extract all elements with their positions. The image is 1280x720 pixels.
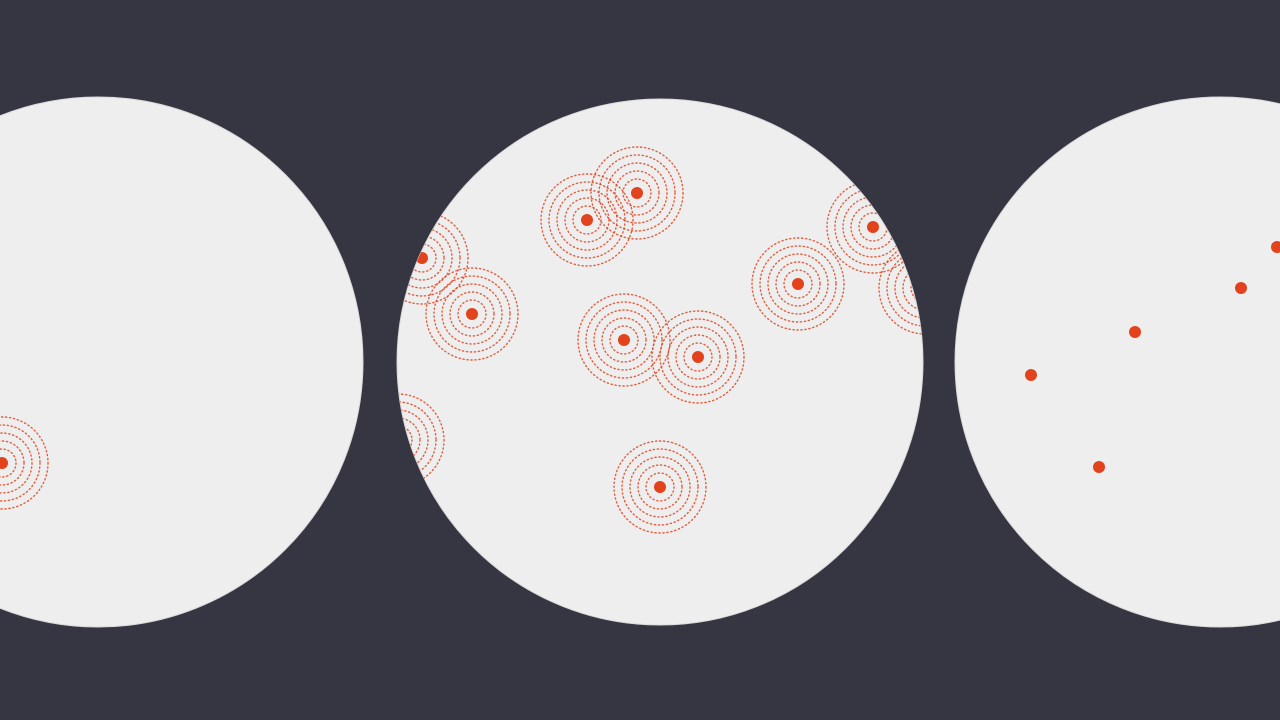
ripple-ring [441,283,503,345]
ripple-ring [622,178,652,208]
signal-source-dot-icon [1129,326,1141,338]
ripple-ring [593,309,655,371]
ripple-ring [759,245,837,323]
ripple-ring [397,417,421,463]
panel-right-marks [1025,241,1280,473]
signal-source-dot-icon [1235,282,1247,294]
ripple-ring [457,299,487,329]
ripple-rings-icon [0,416,49,510]
ripple-ring [0,424,41,502]
signal-source-dot-icon [1271,241,1280,253]
ripple-rings-icon [613,440,707,534]
ripple-ring [683,342,713,372]
ripple-ring [614,170,660,216]
ripple-ring [751,237,845,331]
ripple-ring [425,267,519,361]
signal-source-dot-icon [654,481,666,493]
signal-source-dot-icon [867,221,879,233]
signal-source-dot-icon [618,334,630,346]
ripple-ring [902,265,923,311]
ripple-ring [667,326,729,388]
ripple-ring [540,173,634,267]
ripple-ring [637,464,683,510]
signal-source-dot-icon [581,214,593,226]
ripple-ring [0,416,49,510]
signal-source-dot-icon [1093,461,1105,473]
panels-group [0,96,1280,628]
ripple-rings-icon [577,293,671,387]
ripple-rings-icon [590,146,684,240]
ripple-ring [645,472,675,502]
signal-source-dot-icon [466,308,478,320]
ripple-rings-icon [878,241,923,335]
ripple-rings-icon [751,237,845,331]
ripple-ring [775,261,821,307]
ripple-ring [577,293,671,387]
ripple-ring [0,432,33,494]
ripple-ring [621,448,699,526]
signal-source-dot-icon [631,187,643,199]
ripple-ring [397,219,461,297]
ripple-ring [601,317,647,363]
signal-source-dot-icon [692,351,704,363]
ripple-rings-icon [651,310,745,404]
panel-left-disc [0,96,364,628]
ripple-ring [675,334,721,380]
signal-source-dot-icon [792,278,804,290]
signal-source-dot-icon [1025,369,1037,381]
ripple-ring [590,146,684,240]
ripple-rings-icon [540,173,634,267]
ripple-ring [0,440,25,486]
signal-source-dot-icon [0,457,8,469]
panel-center-marks [397,146,923,534]
ripple-ring [878,241,923,335]
ripple-ring [564,197,610,243]
ripple-ring [651,310,745,404]
ripple-ring [629,456,691,518]
ripple-ring [606,162,668,224]
panel-left-marks [0,416,49,510]
ripple-ring [449,291,495,337]
ripple-ring [548,181,626,259]
marks-group [0,146,1280,534]
ripple-ring [783,269,813,299]
ripple-ring [613,440,707,534]
ripple-ring [910,273,923,303]
panel-right-disc [954,96,1280,628]
ripple-ring [767,253,829,315]
ripple-ring [433,275,511,353]
ripple-ring [572,205,602,235]
ripple-ring [598,154,676,232]
ripple-rings-icon [425,267,519,361]
ripple-ring [556,189,618,251]
panel-center-disc [396,98,924,626]
ripple-ring [0,448,17,478]
ripple-ring [609,325,639,355]
ripple-ring [659,318,737,396]
ripple-ring [585,301,663,379]
